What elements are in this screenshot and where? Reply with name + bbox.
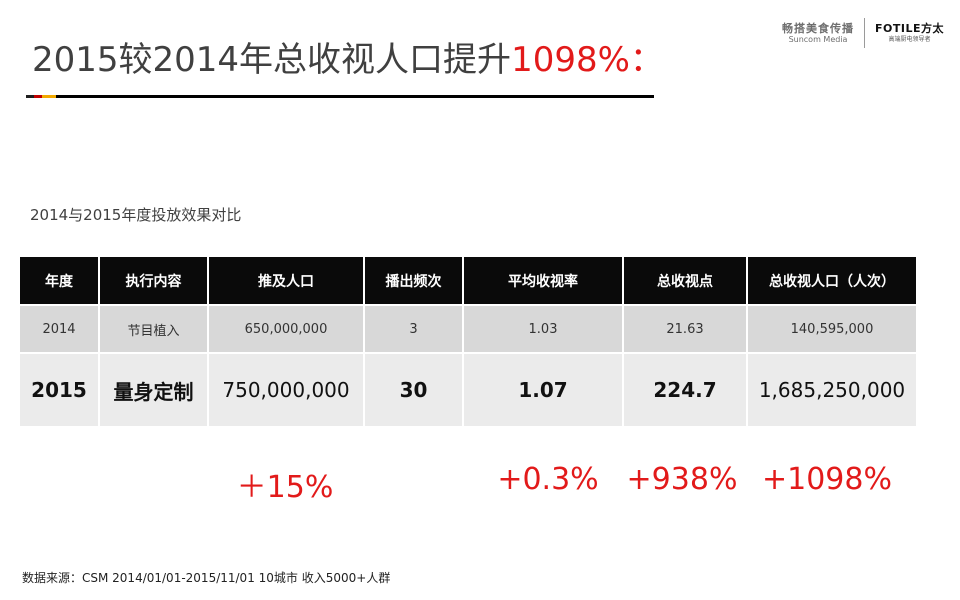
table-row: 2015 量身定制 750,000,000 30 1.07 224.7 1,68… [18,352,918,428]
cell-reach: 750,000,000 [207,352,365,428]
cell-avg-rating: 1.03 [462,304,624,354]
header-content: 执行内容 [98,255,209,306]
header-total-audience: 总收视人口（人次） [746,255,918,306]
title-highlight: 1098%： [511,40,664,80]
cell-year: 2015 [18,352,100,428]
cell-content: 节目植入 [98,304,209,354]
header-reach: 推及人口 [207,255,365,306]
header-frequency: 播出频次 [363,255,464,306]
delta-total-audience: +1098% [762,462,892,497]
logo-divider [864,18,865,48]
suncom-logo-en: Suncom Media [788,34,848,44]
header-year: 年度 [18,255,100,306]
cell-total-audience: 140,595,000 [746,304,918,354]
cell-total-points: 224.7 [622,352,748,428]
table-subtitle: 2014与2015年度投放效果对比 [30,206,242,224]
brand-logos: 畅搭美食传播 Suncom Media FOTILE方太 高端厨电领导者 [782,18,944,48]
delta-total-points: +938% [626,462,738,497]
cell-content: 量身定制 [98,352,209,428]
underline-accent-red [34,95,42,98]
underline-accent-dark [26,95,34,98]
header-avg-rating: 平均收视率 [462,255,624,306]
page-title: 2015较2014年总收视人口提升1098%： [32,36,664,84]
table-header-row: 年度 执行内容 推及人口 播出频次 平均收视率 总收视点 总收视人口（人次） [18,255,918,306]
delta-reach: ＋15% [236,470,334,505]
table-row: 2014 节目植入 650,000,000 3 1.03 21.63 140,5… [18,304,918,354]
title-prefix: 2015较2014年总收视人口提升 [32,40,512,80]
fotile-logo-main: FOTILE方太 [875,22,944,35]
cell-total-points: 21.63 [622,304,748,354]
delta-avg-rating: +0.3% [497,462,599,497]
cell-avg-rating: 1.07 [462,352,624,428]
fotile-logo-sub: 高端厨电领导者 [888,36,931,43]
fotile-logo: FOTILE方太 高端厨电领导者 [875,22,944,44]
cell-year: 2014 [18,304,100,354]
growth-deltas: ＋15% +0.3% +938% +1098% [0,462,960,506]
comparison-table: 年度 执行内容 推及人口 播出频次 平均收视率 总收视点 总收视人口（人次） 2… [18,255,918,428]
suncom-logo-cn: 畅搭美食传播 [782,21,854,35]
cell-total-audience: 1,685,250,000 [746,352,918,428]
cell-frequency: 30 [363,352,464,428]
cell-frequency: 3 [363,304,464,354]
data-source-note: 数据来源：CSM 2014/01/01-2015/11/01 10城市 收入50… [22,571,391,585]
suncom-logo: 畅搭美食传播 Suncom Media [782,22,854,45]
title-underline [26,95,654,98]
underline-accent-yellow [42,95,56,98]
cell-reach: 650,000,000 [207,304,365,354]
header-total-points: 总收视点 [622,255,748,306]
